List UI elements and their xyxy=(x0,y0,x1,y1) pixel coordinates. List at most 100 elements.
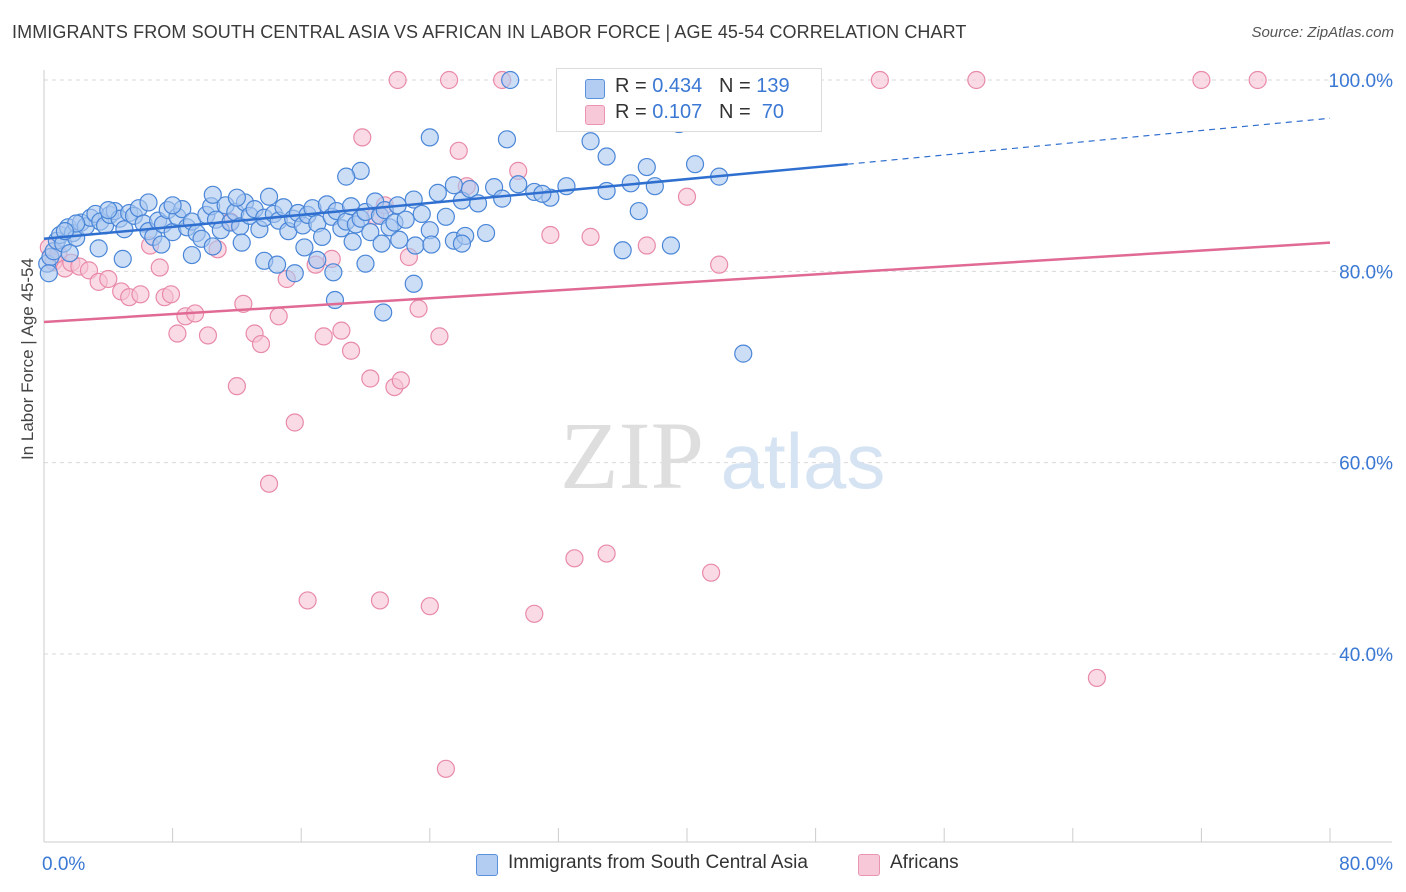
africans-point xyxy=(285,413,304,432)
africans-point xyxy=(439,70,459,90)
africans-point xyxy=(314,327,333,346)
africans-point xyxy=(353,128,372,147)
south-central-asia-point xyxy=(285,264,304,283)
africans-point xyxy=(269,307,288,326)
africans-point xyxy=(541,225,560,245)
south-central-asia-point xyxy=(356,254,375,273)
south-central-asia-point xyxy=(113,249,132,268)
africans-point xyxy=(1087,668,1107,688)
south-central-asia-point xyxy=(99,201,118,220)
bottom-legend-swatch-blue xyxy=(476,854,498,876)
legend-swatch-blue xyxy=(585,79,605,99)
africans-point xyxy=(198,326,218,345)
south-central-asia-point xyxy=(203,185,222,204)
south-central-asia-point xyxy=(460,179,480,199)
south-central-asia-point xyxy=(406,236,425,255)
south-central-asia-point xyxy=(613,241,632,260)
south-central-asia-point xyxy=(227,188,246,207)
africans-point xyxy=(391,371,410,390)
chart-title: IMMIGRANTS FROM SOUTH CENTRAL ASIA VS AF… xyxy=(12,22,967,42)
south-central-asia-point xyxy=(581,132,600,151)
south-central-asia-point xyxy=(152,235,171,254)
y-tick-label: 60.0% xyxy=(1339,454,1393,475)
africans-point xyxy=(870,70,890,90)
africans-point xyxy=(388,70,407,90)
south-central-asia-point xyxy=(476,223,496,243)
africans-point xyxy=(234,294,253,313)
africans-point xyxy=(430,327,449,346)
africans-point xyxy=(227,377,246,396)
legend-text-1: R = 0.434 N = 139 xyxy=(615,75,790,97)
south-central-asia-point xyxy=(163,196,182,215)
trend-line-africans xyxy=(43,241,1331,324)
watermark-zip: ZIP xyxy=(560,402,704,509)
bottom-legend-label-2: Africans xyxy=(890,852,959,873)
africans-point xyxy=(702,563,721,582)
bottom-legend-swatch-pink xyxy=(858,854,880,876)
south-central-asia-point xyxy=(324,263,343,282)
africans-point xyxy=(168,324,187,343)
south-central-asia-point xyxy=(361,223,380,242)
legend-swatch-pink xyxy=(585,105,605,125)
south-central-asia-point xyxy=(637,157,656,177)
south-central-asia-point xyxy=(436,207,455,226)
south-central-asia-point xyxy=(374,303,393,322)
south-central-asia-point xyxy=(404,274,423,293)
africans-point xyxy=(332,321,351,340)
axes xyxy=(43,70,1392,843)
south-central-asia-point xyxy=(493,189,512,208)
africans-point xyxy=(677,187,697,206)
africans-point xyxy=(409,299,428,318)
south-central-asia-point xyxy=(139,193,158,212)
africans-point xyxy=(597,544,616,563)
south-central-asia-point xyxy=(89,239,108,258)
south-central-asia-point xyxy=(259,187,279,206)
south-central-asia-point xyxy=(182,245,201,265)
south-central-asia-point xyxy=(661,236,681,255)
south-central-asia-point xyxy=(325,290,345,310)
legend-text-2: R = 0.107 N = 70 xyxy=(615,101,785,123)
africans-point xyxy=(420,597,439,616)
africans-point xyxy=(150,258,169,277)
tick-labels: 100.0% 80.0% 60.0% 40.0% 0.0% 80.0% xyxy=(42,71,1393,875)
africans-point xyxy=(967,70,986,90)
south-central-asia-point xyxy=(308,250,327,269)
south-central-asia-point xyxy=(412,204,431,224)
south-central-asia-point xyxy=(629,201,648,221)
africans-point xyxy=(161,285,181,304)
south-central-asia-point xyxy=(232,233,251,252)
africans-point xyxy=(637,236,656,255)
africans-point xyxy=(436,759,455,778)
africans-point xyxy=(710,255,729,274)
africans-point xyxy=(298,591,317,610)
africans-point xyxy=(251,334,271,354)
y-tick-label: 100.0% xyxy=(1329,71,1394,92)
south-central-asia-point xyxy=(267,255,287,274)
south-central-asia-point xyxy=(390,230,409,249)
south-central-asia-point xyxy=(452,234,472,253)
trend-lines xyxy=(43,117,1331,324)
south-central-asia-point xyxy=(422,235,441,254)
south-central-asia-point xyxy=(115,220,134,239)
south-central-asia-point xyxy=(343,232,362,251)
south-central-asia-point xyxy=(428,183,447,202)
y-tick-label: 40.0% xyxy=(1339,645,1393,666)
south-central-asia-point xyxy=(734,344,753,363)
south-central-asia-point xyxy=(39,264,58,283)
south-central-asia-point xyxy=(685,155,705,174)
south-central-asia-point xyxy=(497,130,517,149)
south-central-asia-point xyxy=(509,175,528,194)
africans-point xyxy=(370,591,390,610)
bottom-legend-label-1: Immigrants from South Central Asia xyxy=(508,852,808,873)
south-central-asia-point xyxy=(557,177,576,196)
correlation-legend: R = 0.434 N = 139 R = 0.107 N = 70 xyxy=(556,68,822,132)
africans-point xyxy=(581,227,600,246)
south-central-asia-point xyxy=(501,70,520,90)
south-central-asia-point xyxy=(312,227,332,246)
south-central-asia-point xyxy=(645,177,664,196)
africans-point xyxy=(259,474,279,493)
trend-line-south-central-asia-extension xyxy=(847,117,1331,165)
africans-point xyxy=(449,141,468,160)
source-label: Source: ZipAtlas.com xyxy=(1251,24,1394,41)
